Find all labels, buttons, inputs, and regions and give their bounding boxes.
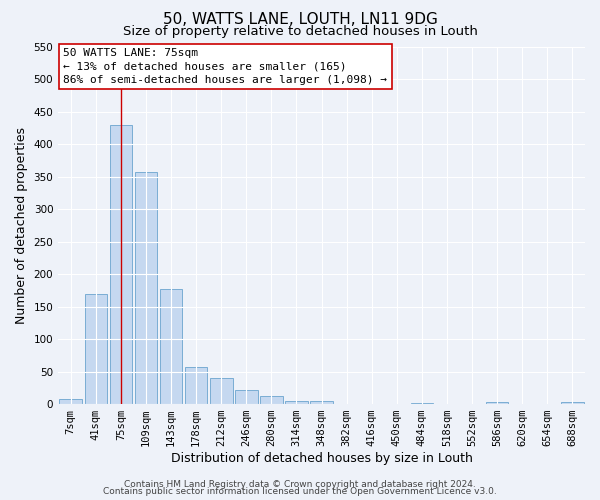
Text: 50 WATTS LANE: 75sqm
← 13% of detached houses are smaller (165)
86% of semi-deta: 50 WATTS LANE: 75sqm ← 13% of detached h…	[64, 48, 388, 84]
Bar	[185, 367, 208, 404]
Bar	[486, 402, 508, 404]
Bar	[310, 402, 333, 404]
Text: Contains public sector information licensed under the Open Government Licence v3: Contains public sector information licen…	[103, 487, 497, 496]
Bar	[410, 403, 433, 404]
Bar	[160, 289, 182, 404]
Bar	[210, 378, 233, 404]
Text: 50, WATTS LANE, LOUTH, LN11 9DG: 50, WATTS LANE, LOUTH, LN11 9DG	[163, 12, 437, 28]
Bar	[285, 401, 308, 404]
Bar	[59, 399, 82, 404]
Bar	[110, 124, 132, 404]
Bar	[134, 172, 157, 404]
Text: Contains HM Land Registry data © Crown copyright and database right 2024.: Contains HM Land Registry data © Crown c…	[124, 480, 476, 489]
X-axis label: Distribution of detached houses by size in Louth: Distribution of detached houses by size …	[170, 452, 473, 465]
Y-axis label: Number of detached properties: Number of detached properties	[15, 127, 28, 324]
Text: Size of property relative to detached houses in Louth: Size of property relative to detached ho…	[122, 25, 478, 38]
Bar	[260, 396, 283, 404]
Bar	[561, 402, 584, 404]
Bar	[85, 294, 107, 404]
Bar	[235, 390, 257, 404]
